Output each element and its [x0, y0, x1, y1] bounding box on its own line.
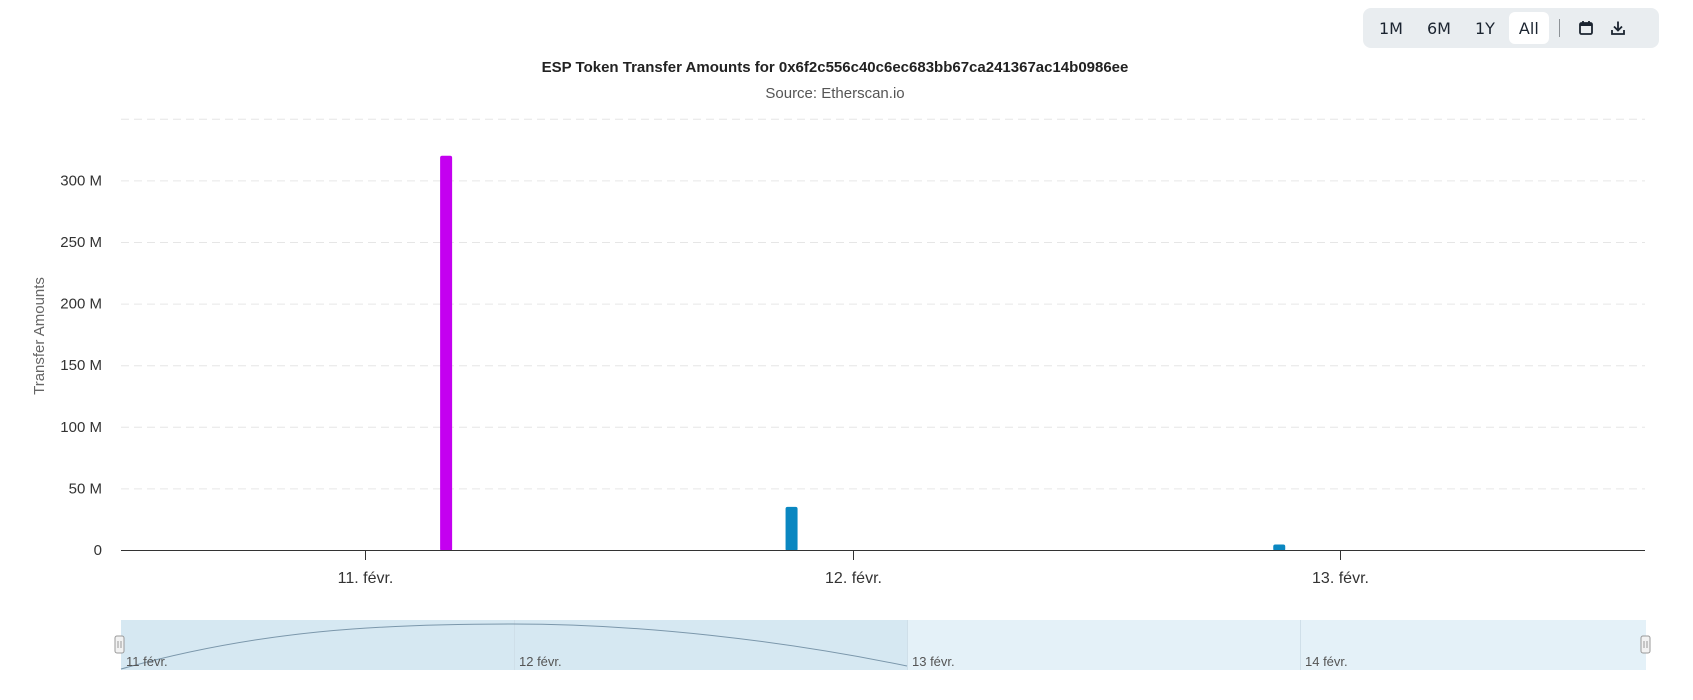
- bar[interactable]: [785, 506, 798, 551]
- range-1y-button[interactable]: 1Y: [1474, 18, 1495, 38]
- toolbar-divider: [1558, 19, 1560, 37]
- range-all-button[interactable]: All: [1508, 12, 1549, 44]
- x-tick-label: 11. févr.: [338, 570, 394, 587]
- range-1m-button[interactable]: 1M: [1379, 18, 1403, 38]
- calendar-icon[interactable]: [1570, 12, 1602, 44]
- range-6m-button[interactable]: 6M: [1426, 18, 1451, 38]
- y-axis-label: Transfer Amounts: [31, 277, 48, 395]
- y-tick-label: 200 M: [60, 296, 102, 313]
- navigator-label: 12 févr.: [519, 654, 562, 669]
- navigator-label: 14 févr.: [1305, 654, 1348, 669]
- x-tick-label: 12. févr.: [825, 570, 882, 587]
- navigator[interactable]: 11 févr. 12 févr. 13 févr. 14 févr.: [114, 620, 1651, 670]
- y-tick-label: 100 M: [60, 419, 102, 436]
- bar[interactable]: [440, 155, 453, 551]
- y-tick-label: 250 M: [60, 234, 102, 251]
- y-axis-ticks: 0 50 M 100 M 150 M 200 M 250 M 300 M: [60, 172, 102, 559]
- download-icon[interactable]: [1602, 12, 1634, 44]
- y-tick-label: 300 M: [60, 172, 102, 189]
- y-tick-label: 150 M: [60, 357, 102, 374]
- navigator-series-line: [120, 623, 908, 670]
- navigator-label: 11 févr.: [126, 654, 168, 669]
- chart-subtitle: Source: Etherscan.io: [765, 85, 904, 102]
- navigator-label: 13 févr.: [912, 654, 955, 669]
- navigator-handle-right[interactable]: [1640, 635, 1651, 654]
- y-tick-label: 0: [94, 542, 102, 559]
- range-toolbar: 1M 6M 1Y All: [1363, 8, 1659, 48]
- bars: [440, 155, 1286, 551]
- navigator-handle-left[interactable]: [114, 635, 125, 654]
- bar[interactable]: [1273, 544, 1286, 551]
- x-axis-ticks: 11. févr. 12. févr. 13. févr.: [338, 550, 1369, 587]
- chart-title: ESP Token Transfer Amounts for 0x6f2c556…: [542, 59, 1129, 76]
- x-tick-label: 13. févr.: [1312, 570, 1369, 587]
- y-tick-label: 50 M: [69, 480, 102, 497]
- grid-lines: [121, 118, 1645, 490]
